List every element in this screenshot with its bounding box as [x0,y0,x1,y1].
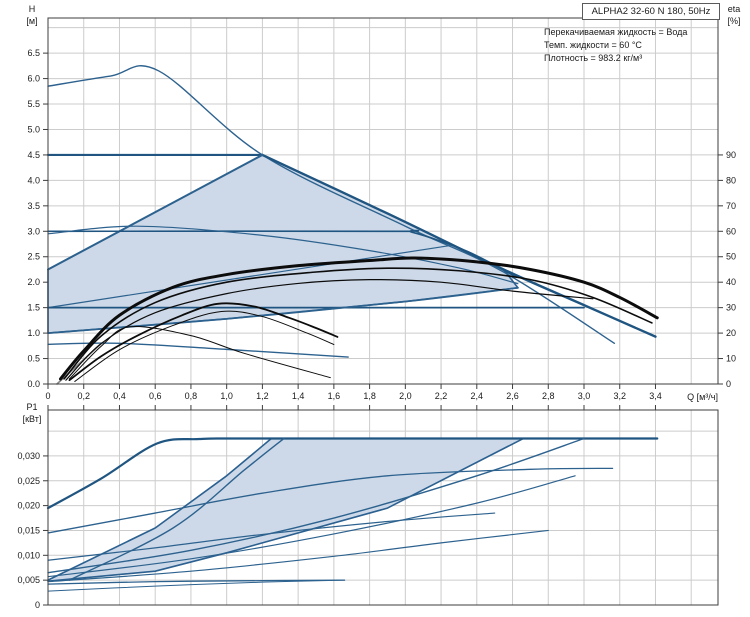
h-tick-label: 4.0 [27,175,40,185]
eta-axis-title-symbol: eta [727,4,741,14]
series-eta-curve-2 [63,267,653,380]
series-eta-curve-3 [65,279,594,381]
p1-tick-label: 0 [35,600,40,610]
h-axis-title-unit: [м] [26,16,38,26]
q-tick-label: 2,0 [399,391,412,401]
p1-tick-label: 0,030 [17,451,40,461]
plot-border [47,17,719,385]
eta-tick-label: 30 [726,303,736,313]
series-p1-pp3-rise-curve [68,437,285,581]
eta-tick-label: 70 [726,201,736,211]
q-tick-label: 0,2 [77,391,90,401]
operating-conditions: Перекачиваемая жидкость = Вода Темп. жид… [544,26,687,65]
series-speed2-curve [47,225,519,285]
eta-tick-label: 60 [726,226,736,236]
h-tick-label: 3.5 [27,201,40,211]
series-p1-min-speed-curve [47,579,346,585]
h-tick-label: 3.0 [27,226,40,236]
q-tick-label: 1,0 [220,391,233,401]
q-tick-label: 0,6 [149,391,162,401]
series-cp2-curve [47,229,517,278]
p1-tick-label: 0,020 [17,501,40,511]
h-axis-title: H [м] [18,3,46,27]
eta-tick-label: 90 [726,150,736,160]
q-tick-label: 0,4 [113,391,126,401]
eta-tick-label: 10 [726,354,736,364]
series-pp2-curve [47,244,451,309]
q-tick-label: 2,2 [435,391,448,401]
h-tick-label: 1.5 [27,303,40,313]
series-p1-low-curve [47,579,346,592]
q-tick-label: 2,4 [471,391,484,401]
plot-border [47,409,719,606]
p1-chart: 0 0,005 0,010 0,015 0,020 0,025 0,030 [17,405,719,610]
series-p1-speed1-curve [47,512,496,561]
q-tick-label: 3,0 [578,391,591,401]
h-tick-label: 0.0 [27,379,40,389]
series-p1-speed2-curve [47,467,614,534]
h-tick-label: 6.0 [27,74,40,84]
h-tick-label: 1.0 [27,328,40,338]
eta-tick-label: 50 [726,252,736,262]
h-tick-label: 5.5 [27,99,40,109]
q-tick-label: 1,6 [328,391,341,401]
q-tick-label: 3,2 [613,391,626,401]
condition-temperature: Темп. жидкости = 60 °C [544,40,642,50]
series-pp1-curve [47,286,519,334]
p1-tick-label: 0,015 [17,525,40,535]
series-p1-max-speed-curve [46,437,659,510]
h-tick-label: 4.5 [27,150,40,160]
eta-tick-label: 20 [726,328,736,338]
p1-axis-title-symbol: P1 [26,402,38,412]
p1-tick-label: 0,025 [17,476,40,486]
p1-tick-label: 0,005 [17,575,40,585]
eta-tick-label: 0 [726,379,731,389]
h-axis-title-symbol: H [28,4,36,14]
series-eta-speed1b-curve [74,310,335,382]
q-tick-label: 0 [45,391,50,401]
h-tick-label: 2.5 [27,252,40,262]
series-p1-cp1-curve [47,529,549,583]
q-tick-label: 0,8 [185,391,198,401]
q-tick-label: 2,6 [506,391,519,401]
series-min-speed-curve [47,342,349,358]
series-p1-cp3-curve [47,437,585,574]
q-tick-label: 2,8 [542,391,555,401]
hq-chart: 0.0 0.5 1.0 1.5 2.0 2.5 3.0 3.5 4.0 4.5 5.0 5.5 6.0 6… [27,17,736,401]
series-p1-cp2-curve [47,475,576,578]
condition-liquid: Перекачиваемая жидкость = Вода [544,27,688,37]
p1-tick-label: 0,010 [17,550,40,560]
h-tick-label: 5.0 [27,124,40,134]
series-pp3-curve [47,153,264,271]
eta-tick-label: 40 [726,277,736,287]
series-eta-max-curve [59,256,659,381]
h-tick-label: 2.0 [27,277,40,287]
q-axis-title: Q [м³/ч] [687,392,718,402]
eta-tick-label: 80 [726,175,736,185]
q-tick-label: 1,2 [256,391,269,401]
h-tick-label: 6.5 [27,48,40,58]
p1-axis-title: P1 [кВт] [14,401,50,425]
q-tick-label: 1,8 [363,391,376,401]
series-max-speed-curve [47,65,616,344]
condition-density: Плотность = 983.2 кг/м³ [544,53,643,63]
h-tick-label: 0.5 [27,354,40,364]
eta-axis-title-unit: [%] [727,16,741,26]
q-tick-label: 3,4 [649,391,662,401]
pump-title-box: ALPHA2 32-60 N 180, 50Hz [582,3,720,20]
eta-axis-title: eta [%] [720,3,748,27]
series-eta-min-curve [68,325,331,380]
q-tick-label: 1,4 [292,391,305,401]
p1-axis-title-unit: [кВт] [22,414,42,424]
series-eta-speed1-curve [68,302,339,382]
